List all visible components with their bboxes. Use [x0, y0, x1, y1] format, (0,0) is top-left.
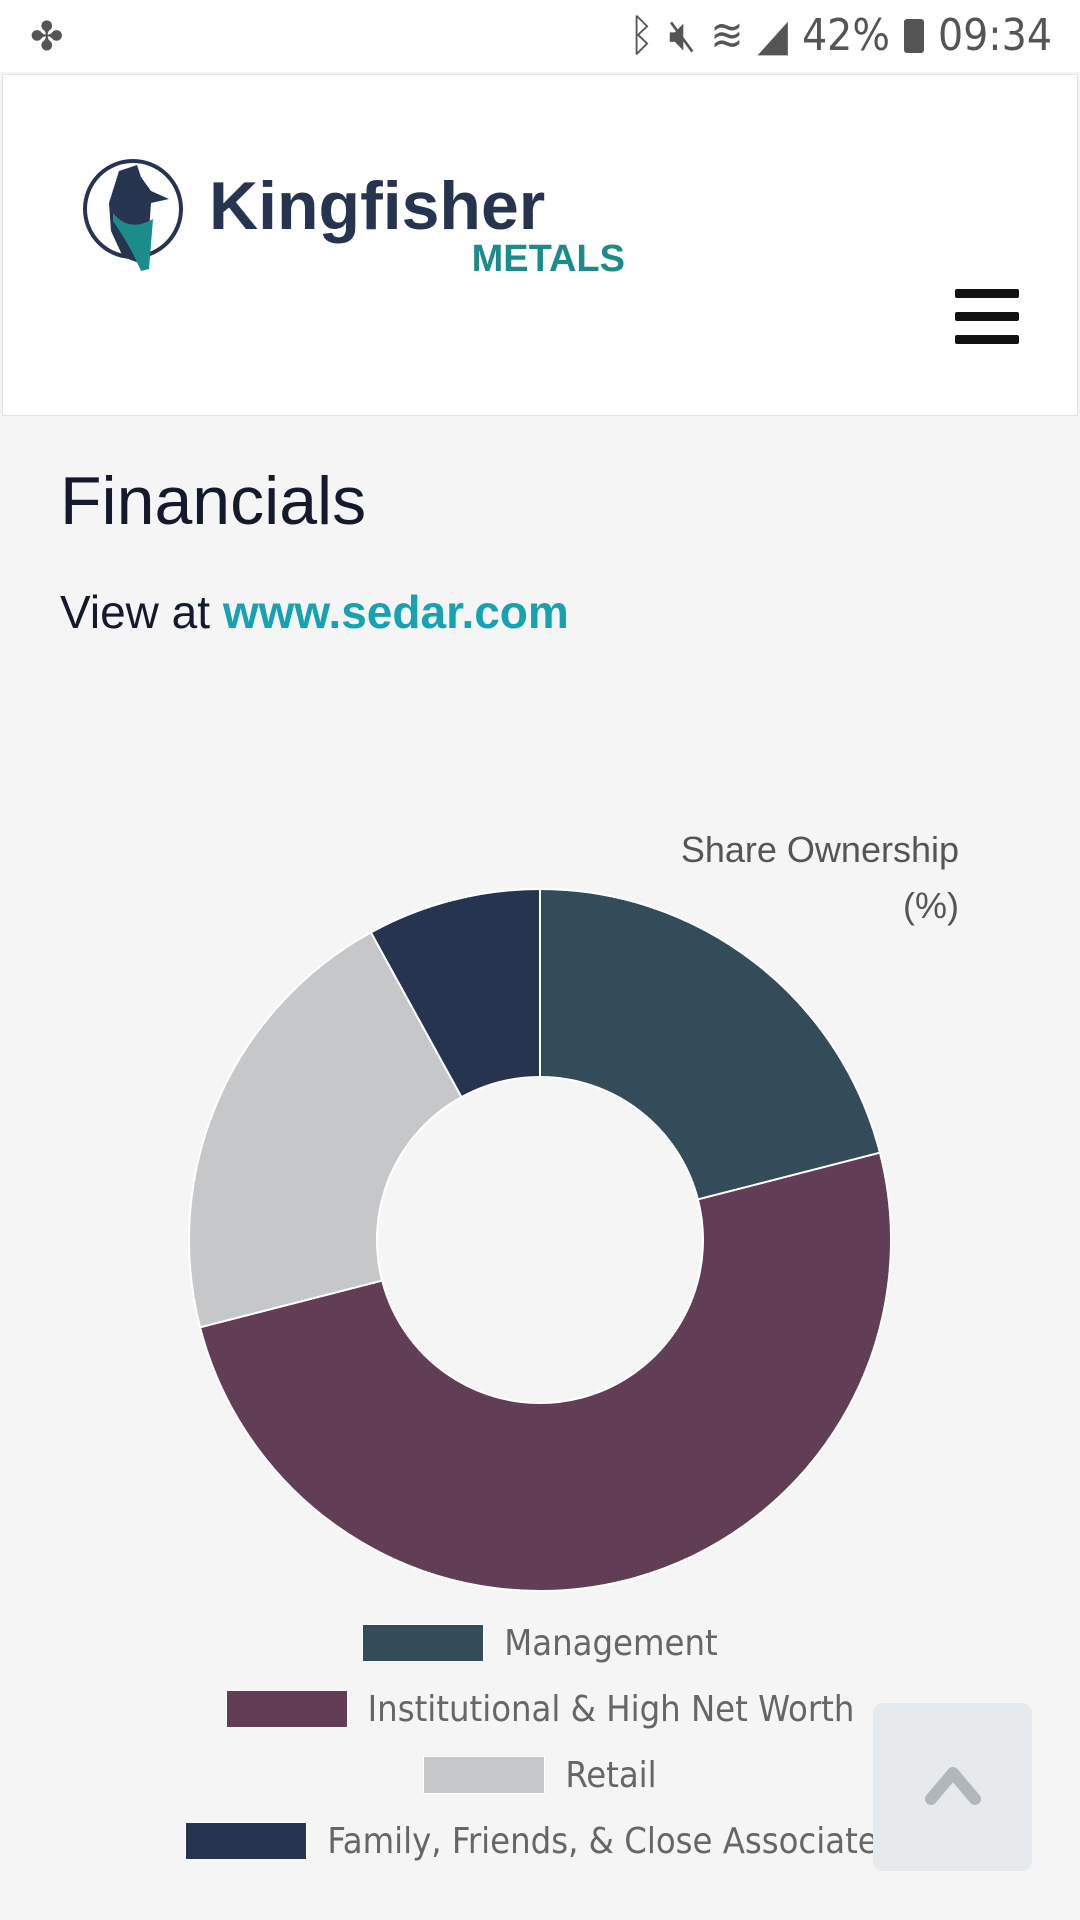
- donut-slice-retail[interactable]: [188, 931, 463, 1329]
- chevron-up-icon: [925, 1767, 981, 1805]
- scroll-to-top-button[interactable]: [873, 1703, 1032, 1871]
- chart-title-line: (%): [903, 885, 959, 926]
- legend-swatch: [185, 1822, 308, 1860]
- legend-label: Management: [504, 1622, 718, 1664]
- pinwheel-icon: ✤: [30, 15, 64, 59]
- status-bar: ✤ ᛒ 🔇︎ ≋ ◢ 42% 09:34: [0, 0, 1080, 72]
- legend-swatch: [423, 1756, 546, 1794]
- legend-swatch: [225, 1690, 348, 1728]
- hamburger-icon[interactable]: [955, 289, 1019, 345]
- legend-label: Institutional & High Net Worth: [367, 1688, 855, 1730]
- chart-title: Share Ownership (%): [681, 822, 959, 934]
- legend-item[interactable]: Management: [0, 1610, 1080, 1676]
- battery-percent: 42%: [801, 10, 890, 61]
- legend-swatch: [362, 1624, 485, 1662]
- logo-text: Kingfisher: [209, 168, 545, 244]
- chart-title-line: Share Ownership: [680, 829, 959, 870]
- page-title: Financials: [60, 463, 367, 539]
- donut-slice-family-friends-close-associates[interactable]: [369, 887, 541, 1099]
- legend-item[interactable]: Retail: [0, 1742, 1080, 1808]
- legend-label: Family, Friends, & Close Associates: [327, 1820, 895, 1862]
- legend-item[interactable]: Family, Friends, & Close Associates: [0, 1808, 1080, 1874]
- view-prefix: View at: [60, 586, 211, 638]
- kingfisher-logo[interactable]: Kingfisher METALS: [79, 151, 639, 281]
- donut-slice-institutional-high-net-worth[interactable]: [198, 1151, 892, 1592]
- signal-icon: ◢: [757, 10, 788, 61]
- chart-legend: Management Institutional & High Net Worth…: [0, 1610, 1080, 1874]
- wifi-icon: ≋: [710, 10, 744, 61]
- clock: 09:34: [937, 10, 1052, 61]
- mute-icon: 🔇︎: [668, 10, 697, 61]
- view-at-text: View at www.sedar.com: [60, 585, 569, 639]
- site-header: Kingfisher METALS: [2, 74, 1078, 416]
- legend-item[interactable]: Institutional & High Net Worth: [0, 1676, 1080, 1742]
- donut-slice-management[interactable]: [539, 887, 882, 1201]
- bluetooth-icon: ᛒ: [628, 10, 655, 61]
- legend-label: Retail: [565, 1754, 657, 1796]
- sedar-link[interactable]: www.sedar.com: [222, 586, 569, 638]
- battery-icon: [903, 18, 924, 53]
- logo-subtext: METALS: [472, 238, 625, 280]
